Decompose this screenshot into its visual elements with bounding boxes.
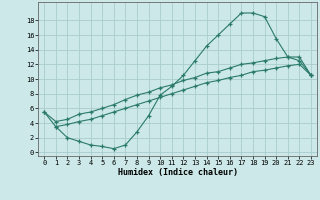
X-axis label: Humidex (Indice chaleur): Humidex (Indice chaleur) <box>118 168 238 177</box>
